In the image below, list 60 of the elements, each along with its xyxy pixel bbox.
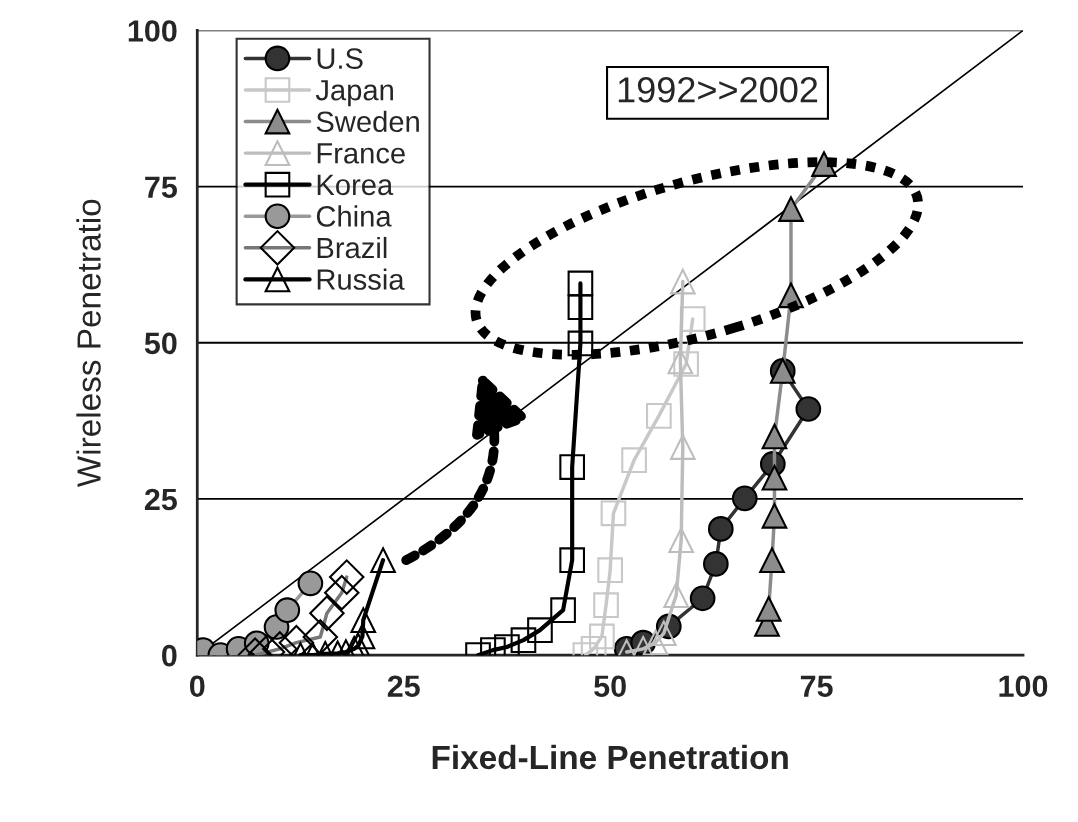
- y-tick-label: 100: [128, 20, 177, 42]
- point: [811, 151, 837, 177]
- annotation: 1992>>2002: [618, 77, 818, 103]
- point: [707, 516, 734, 542]
- point: [567, 330, 594, 357]
- x-axis-title: Fixed-Line Penetration: [432, 744, 788, 770]
- point: [642, 629, 669, 656]
- x-tick-label: 100: [999, 675, 1048, 698]
- point: [567, 294, 594, 321]
- point: [550, 597, 576, 623]
- point: [559, 547, 586, 574]
- point: [589, 623, 615, 650]
- point: [297, 570, 324, 597]
- point: [761, 502, 788, 529]
- point: [673, 351, 699, 377]
- legend-label: Japan: [315, 80, 393, 107]
- point: [567, 270, 594, 297]
- point: [755, 596, 782, 622]
- y-tick-label: 75: [145, 176, 177, 198]
- x-tick-label: 0: [189, 675, 205, 698]
- point: [669, 268, 696, 295]
- point: [663, 582, 690, 609]
- point: [668, 527, 695, 554]
- y-tick-label: 25: [144, 488, 177, 511]
- x-tick-label: 25: [387, 675, 420, 698]
- legend-label: Korea: [317, 174, 394, 196]
- x-tick-label: 50: [594, 675, 626, 698]
- point: [761, 423, 788, 450]
- y-tick-label: 0: [162, 644, 177, 667]
- legend-label: Russia: [317, 268, 405, 290]
- point: [527, 617, 553, 643]
- legend-label: China: [316, 205, 392, 227]
- point: [703, 551, 729, 577]
- point: [600, 500, 627, 527]
- point: [667, 348, 694, 375]
- point: [621, 447, 647, 474]
- point: [597, 557, 623, 584]
- point: [669, 434, 696, 460]
- x-tick-label: 75: [800, 675, 833, 698]
- point: [494, 634, 520, 656]
- point: [761, 464, 788, 491]
- point: [593, 592, 619, 618]
- legend-label: France: [317, 143, 405, 164]
- point: [795, 396, 822, 422]
- y-axis-title: Wireless Penetratio: [76, 199, 101, 488]
- legend-label: Brazil: [317, 236, 387, 259]
- point: [731, 485, 758, 512]
- point: [510, 627, 537, 653]
- legend-label: U.S: [317, 48, 363, 69]
- legend-label: Sweden: [316, 110, 419, 133]
- y-tick-label: 50: [144, 332, 177, 355]
- point: [559, 454, 586, 480]
- point: [650, 620, 677, 647]
- point: [689, 585, 716, 612]
- point: [274, 597, 301, 623]
- point: [646, 403, 672, 429]
- point: [350, 607, 377, 633]
- point: [370, 547, 396, 574]
- point: [759, 547, 785, 574]
- point: [778, 196, 804, 222]
